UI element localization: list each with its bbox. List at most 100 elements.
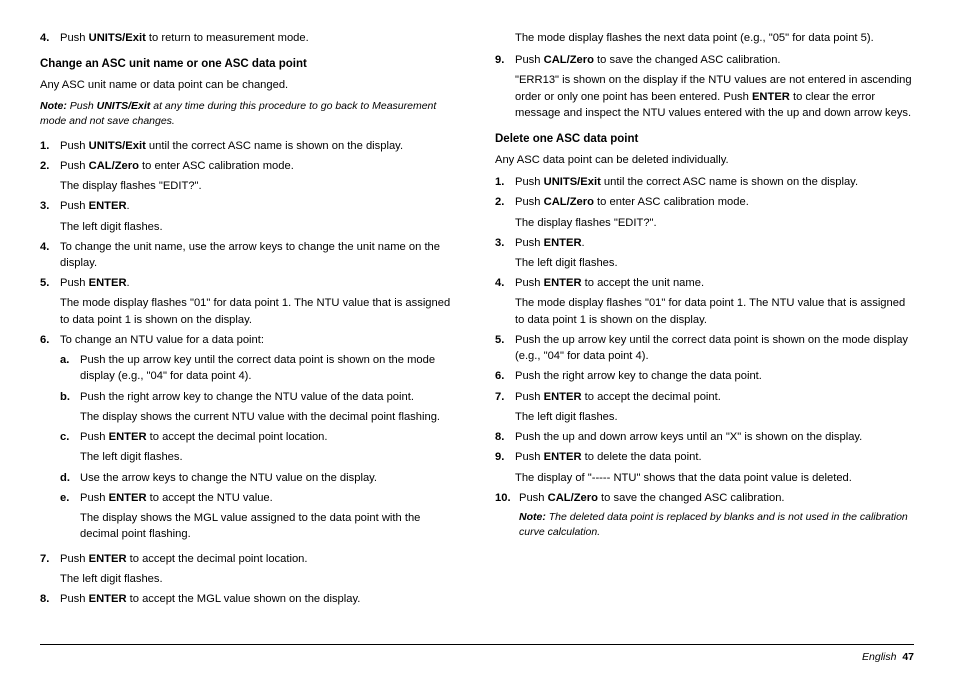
sublist-body: Push ENTER to accept the decimal point l… xyxy=(80,429,459,465)
keyword: ENTER xyxy=(544,451,582,463)
intro-text: Any ASC data point can be deleted indivi… xyxy=(495,152,914,168)
text: to accept the decimal point location. xyxy=(147,431,328,443)
sublist: a. Push the up arrow key until the corre… xyxy=(60,352,459,542)
keyword: ENTER xyxy=(89,277,127,289)
list-body: Push the right arrow key to change the d… xyxy=(515,368,914,384)
keyword: ENTER xyxy=(109,492,147,504)
text: until the correct ASC name is shown on t… xyxy=(601,176,858,188)
text: to accept the decimal point location. xyxy=(127,553,308,565)
sub-text: The left digit flashes. xyxy=(515,255,914,271)
list-body: Push ENTER. The left digit flashes. xyxy=(60,198,459,234)
text: to return to measurement mode. xyxy=(146,32,309,44)
keyword: UNITS/Exit xyxy=(544,176,601,188)
sublist-letter: d. xyxy=(60,470,80,486)
list-number: 4. xyxy=(495,275,515,328)
text: Push xyxy=(515,237,544,249)
sub-text: The mode display flashes "01" for data p… xyxy=(515,295,914,327)
sub-text: The mode display flashes "01" for data p… xyxy=(60,295,459,327)
sublist-body: Use the arrow keys to change the NTU val… xyxy=(80,470,459,486)
text: Push xyxy=(60,200,89,212)
text: To change an NTU value for a data point: xyxy=(60,334,264,346)
sublist-letter: b. xyxy=(60,389,80,425)
keyword: UNITS/Exit xyxy=(89,140,146,152)
list-item: 7. Push ENTER to accept the decimal poin… xyxy=(495,389,914,425)
text: to delete the data point. xyxy=(582,451,702,463)
list-item: 3. Push ENTER. The left digit flashes. xyxy=(40,198,459,234)
text: Push the right arrow key to change the N… xyxy=(80,391,414,403)
list-body: Push UNITS/Exit until the correct ASC na… xyxy=(515,174,914,190)
note: Note: The deleted data point is replaced… xyxy=(519,510,914,540)
text: . xyxy=(127,277,130,289)
text: Push xyxy=(515,277,544,289)
list-number: 7. xyxy=(40,551,60,587)
sublist-letter: c. xyxy=(60,429,80,465)
keyword: ENTER xyxy=(544,237,582,249)
sublist-item: c. Push ENTER to accept the decimal poin… xyxy=(60,429,459,465)
list-item: 1. Push UNITS/Exit until the correct ASC… xyxy=(40,138,459,154)
text: until the correct ASC name is shown on t… xyxy=(146,140,403,152)
footer: English 47 xyxy=(862,651,914,663)
list-body: Push ENTER to accept the decimal point l… xyxy=(60,551,459,587)
list-number: 8. xyxy=(40,591,60,607)
footer-rule xyxy=(40,644,914,645)
list-item: 1. Push UNITS/Exit until the correct ASC… xyxy=(495,174,914,190)
footer-language: English xyxy=(862,651,896,663)
sublist-item: b. Push the right arrow key to change th… xyxy=(60,389,459,425)
list-number: 2. xyxy=(40,158,60,194)
list-item: 4. Push ENTER to accept the unit name. T… xyxy=(495,275,914,328)
list-item: 9. Push CAL/Zero to save the changed ASC… xyxy=(495,52,914,121)
text: Push xyxy=(60,277,89,289)
keyword: CAL/Zero xyxy=(548,492,598,504)
text: . xyxy=(582,237,585,249)
list-item: 7. Push ENTER to accept the decimal poin… xyxy=(40,551,459,587)
note-label: Note: xyxy=(40,100,67,112)
list-body: Push ENTER. The left digit flashes. xyxy=(515,235,914,271)
list-item: 5. Push the up arrow key until the corre… xyxy=(495,332,914,364)
note: Note: Push UNITS/Exit at any time during… xyxy=(40,99,459,129)
list-number: 9. xyxy=(495,449,515,485)
text: Push xyxy=(60,160,89,172)
keyword: ENTER xyxy=(89,200,127,212)
text: to save the changed ASC calibration. xyxy=(598,492,785,504)
sublist-item: e. Push ENTER to accept the NTU value. T… xyxy=(60,490,459,543)
list-number: 3. xyxy=(40,198,60,234)
keyword: ENTER xyxy=(544,277,582,289)
list-item: 3. Push ENTER. The left digit flashes. xyxy=(495,235,914,271)
text: to accept the MGL value shown on the dis… xyxy=(127,593,361,605)
keyword: ENTER xyxy=(109,431,147,443)
sub-text: The display of "----- NTU" shows that th… xyxy=(515,470,914,486)
list-item: 4. Push UNITS/Exit to return to measurem… xyxy=(40,30,459,46)
text: The deleted data point is replaced by bl… xyxy=(519,511,908,538)
text: Push xyxy=(515,176,544,188)
list-body: Push ENTER. The mode display flashes "01… xyxy=(60,275,459,328)
text: to enter ASC calibration mode. xyxy=(594,196,749,208)
text: Push xyxy=(67,100,97,112)
sub-text: The left digit flashes. xyxy=(60,219,459,235)
text: Push xyxy=(519,492,548,504)
page-content: 4. Push UNITS/Exit to return to measurem… xyxy=(0,0,954,621)
list-body: Push CAL/Zero to enter ASC calibration m… xyxy=(515,194,914,230)
sublist-body: Push the up arrow key until the correct … xyxy=(80,352,459,384)
text: Push xyxy=(80,492,109,504)
list-number: 5. xyxy=(495,332,515,364)
list-number: 4. xyxy=(40,30,60,46)
keyword: CAL/Zero xyxy=(544,54,594,66)
keyword: ENTER xyxy=(544,391,582,403)
list-body: Push CAL/Zero to save the changed ASC ca… xyxy=(519,490,914,549)
list-item: 8. Push the up and down arrow keys until… xyxy=(495,429,914,445)
sub-text: The display flashes "EDIT?". xyxy=(60,178,459,194)
text: Push xyxy=(60,593,89,605)
sublist-item: a. Push the up arrow key until the corre… xyxy=(60,352,459,384)
list-item: 2. Push CAL/Zero to enter ASC calibratio… xyxy=(40,158,459,194)
sub-text: The display flashes "EDIT?". xyxy=(515,215,914,231)
keyword: UNITS/Exit xyxy=(89,32,146,44)
list-item: 2. Push CAL/Zero to enter ASC calibratio… xyxy=(495,194,914,230)
text: to enter ASC calibration mode. xyxy=(139,160,294,172)
sublist-body: Push the right arrow key to change the N… xyxy=(80,389,459,425)
text: Push xyxy=(515,451,544,463)
list-item: 6. Push the right arrow key to change th… xyxy=(495,368,914,384)
list-body: Push UNITS/Exit to return to measurement… xyxy=(60,30,459,46)
list-body: Push UNITS/Exit until the correct ASC na… xyxy=(60,138,459,154)
text: Push xyxy=(515,54,544,66)
list-number: 1. xyxy=(40,138,60,154)
